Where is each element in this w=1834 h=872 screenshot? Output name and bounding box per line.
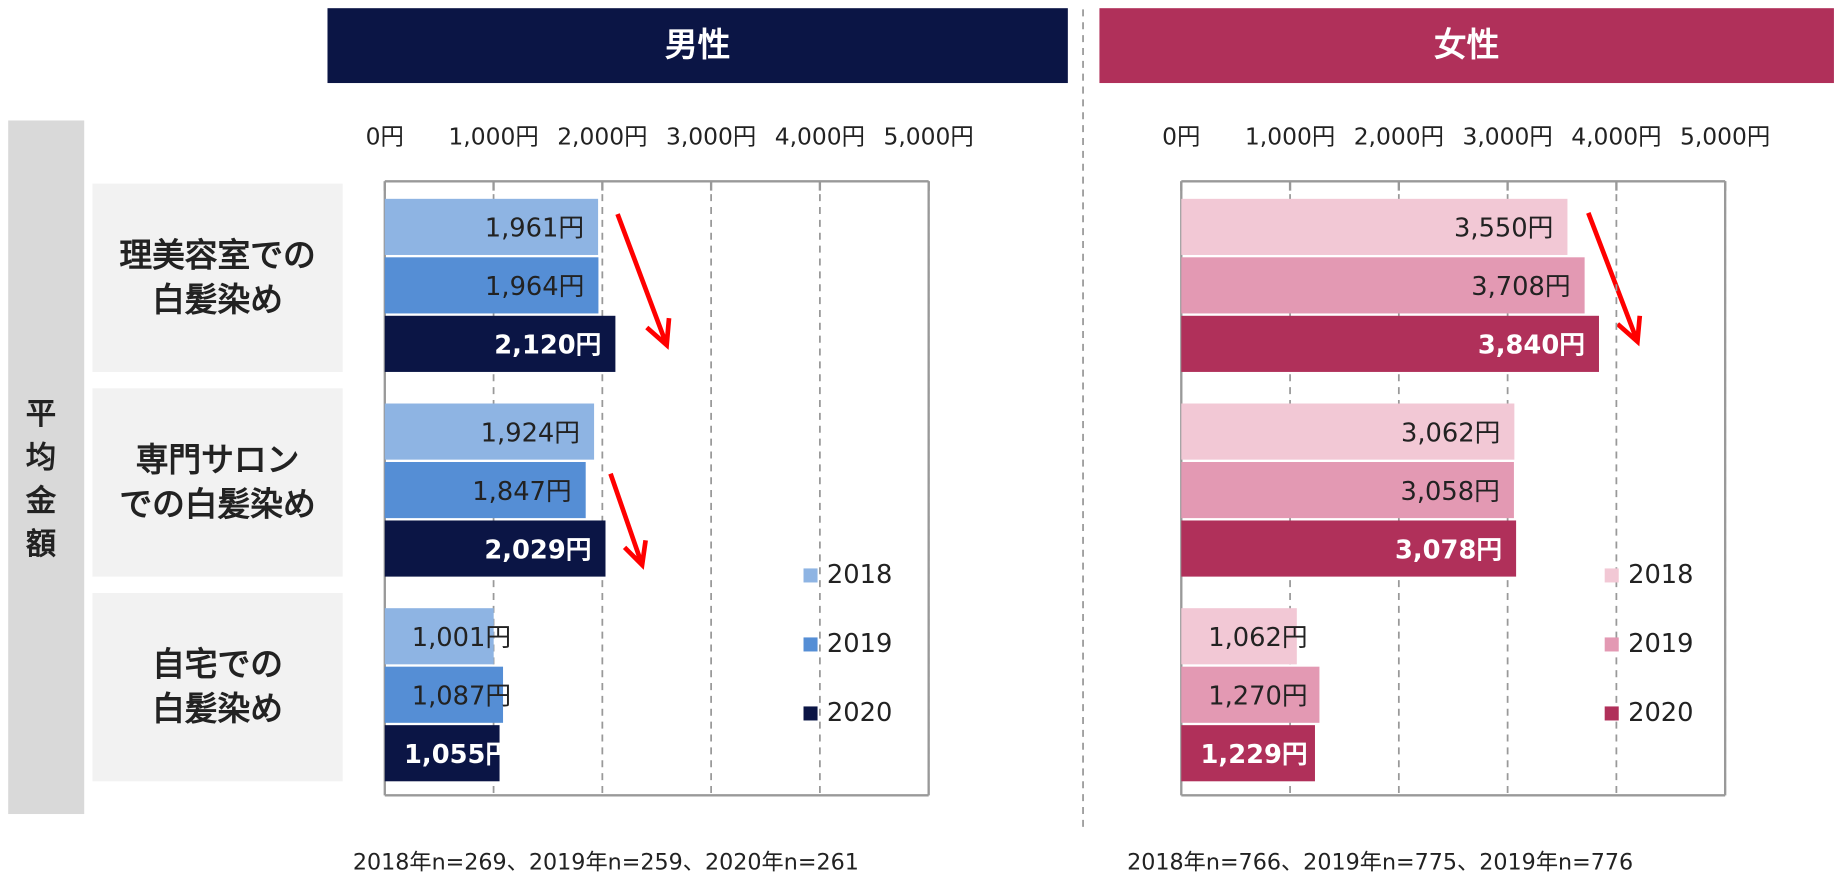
x-tick-label: 0円 xyxy=(1162,123,1200,151)
bar xyxy=(384,608,494,665)
category-label: 自宅での xyxy=(152,646,283,684)
value-label: 1,847円 xyxy=(472,477,571,507)
x-tick-label: 3,000円 xyxy=(666,123,756,151)
legend-swatch xyxy=(1604,706,1619,721)
side-label: 平均金額 xyxy=(25,397,57,562)
legend-label: 2019 xyxy=(827,629,892,659)
chart-header xyxy=(327,8,1068,84)
x-tick-label: 1,000円 xyxy=(1245,123,1335,151)
bar xyxy=(384,461,586,519)
bar xyxy=(384,198,599,255)
value-label: 3,840円 xyxy=(1478,331,1585,361)
value-label: 2,029円 xyxy=(484,535,591,565)
legend-label: 2019 xyxy=(1628,629,1693,659)
bar xyxy=(384,257,599,314)
value-label: 1,055円 xyxy=(404,740,511,770)
value-label: 1,924円 xyxy=(481,418,580,448)
annotation-arrows xyxy=(608,212,1643,570)
value-label: 1,964円 xyxy=(485,272,584,302)
bar xyxy=(384,403,595,460)
value-label: 1,270円 xyxy=(1208,682,1307,712)
bar xyxy=(1181,608,1297,665)
note: 2018年n=766、2019年n=775、2019年n=776 xyxy=(1127,850,1633,872)
category-label: 白髪染め xyxy=(152,690,283,728)
bar xyxy=(1181,725,1315,782)
bar xyxy=(1181,520,1517,577)
value-label: 3,078円 xyxy=(1395,535,1502,565)
side-label-box xyxy=(8,120,85,815)
bar xyxy=(1181,666,1320,723)
value-label: 1,001円 xyxy=(412,623,511,653)
legend-swatch xyxy=(1604,637,1619,652)
x-tick-label: 4,000円 xyxy=(775,123,865,151)
value-label: 1,229円 xyxy=(1201,740,1308,770)
legend-label: 2020 xyxy=(1628,698,1693,728)
bar xyxy=(1181,403,1515,460)
category-label: 白髪染め xyxy=(152,281,283,319)
bar xyxy=(384,725,500,782)
value-label: 1,961円 xyxy=(485,214,584,244)
bar xyxy=(384,315,616,372)
legend-label: 2018 xyxy=(1628,560,1693,590)
legend-swatch xyxy=(1604,568,1619,583)
category-label: 理美容室での xyxy=(119,236,315,274)
legend-swatch xyxy=(803,637,818,652)
x-tick-label: 5,000円 xyxy=(884,123,974,151)
legend-swatch xyxy=(803,568,818,583)
value-label: 2,120円 xyxy=(494,331,601,361)
x-tick-label: 2,000円 xyxy=(1354,123,1444,151)
chart-title: 男性 xyxy=(665,26,730,64)
value-label: 3,550円 xyxy=(1454,214,1553,244)
bar xyxy=(384,666,504,723)
category-box xyxy=(92,388,343,577)
note: 2018年n=269、2019年n=259、2020年n=261 xyxy=(353,850,859,872)
value-label: 3,062円 xyxy=(1401,418,1500,448)
chart-title: 女性 xyxy=(1434,26,1499,64)
legend-label: 2020 xyxy=(827,698,892,728)
bar xyxy=(1181,257,1585,314)
bar xyxy=(384,520,606,577)
category-box xyxy=(92,592,343,782)
x-tick-label: 0円 xyxy=(366,123,404,151)
x-tick-label: 5,000円 xyxy=(1680,123,1770,151)
bar xyxy=(1181,198,1568,255)
category-label: 専門サロン xyxy=(136,441,300,479)
value-label: 3,058円 xyxy=(1401,477,1500,507)
value-label: 1,062円 xyxy=(1208,623,1307,653)
bar xyxy=(1181,315,1599,372)
chart-header xyxy=(1099,8,1834,84)
x-tick-label: 1,000円 xyxy=(448,123,538,151)
bar xyxy=(1181,461,1514,519)
x-tick-label: 3,000円 xyxy=(1462,123,1552,151)
x-tick-label: 4,000円 xyxy=(1571,123,1661,151)
category-box xyxy=(92,183,343,372)
value-label: 1,087円 xyxy=(412,682,511,712)
category-label: での白髪染め xyxy=(119,485,315,523)
legend-label: 2018 xyxy=(827,560,892,590)
legend-swatch xyxy=(803,706,818,721)
x-tick-label: 2,000円 xyxy=(557,123,647,151)
value-label: 3,708円 xyxy=(1471,272,1570,302)
